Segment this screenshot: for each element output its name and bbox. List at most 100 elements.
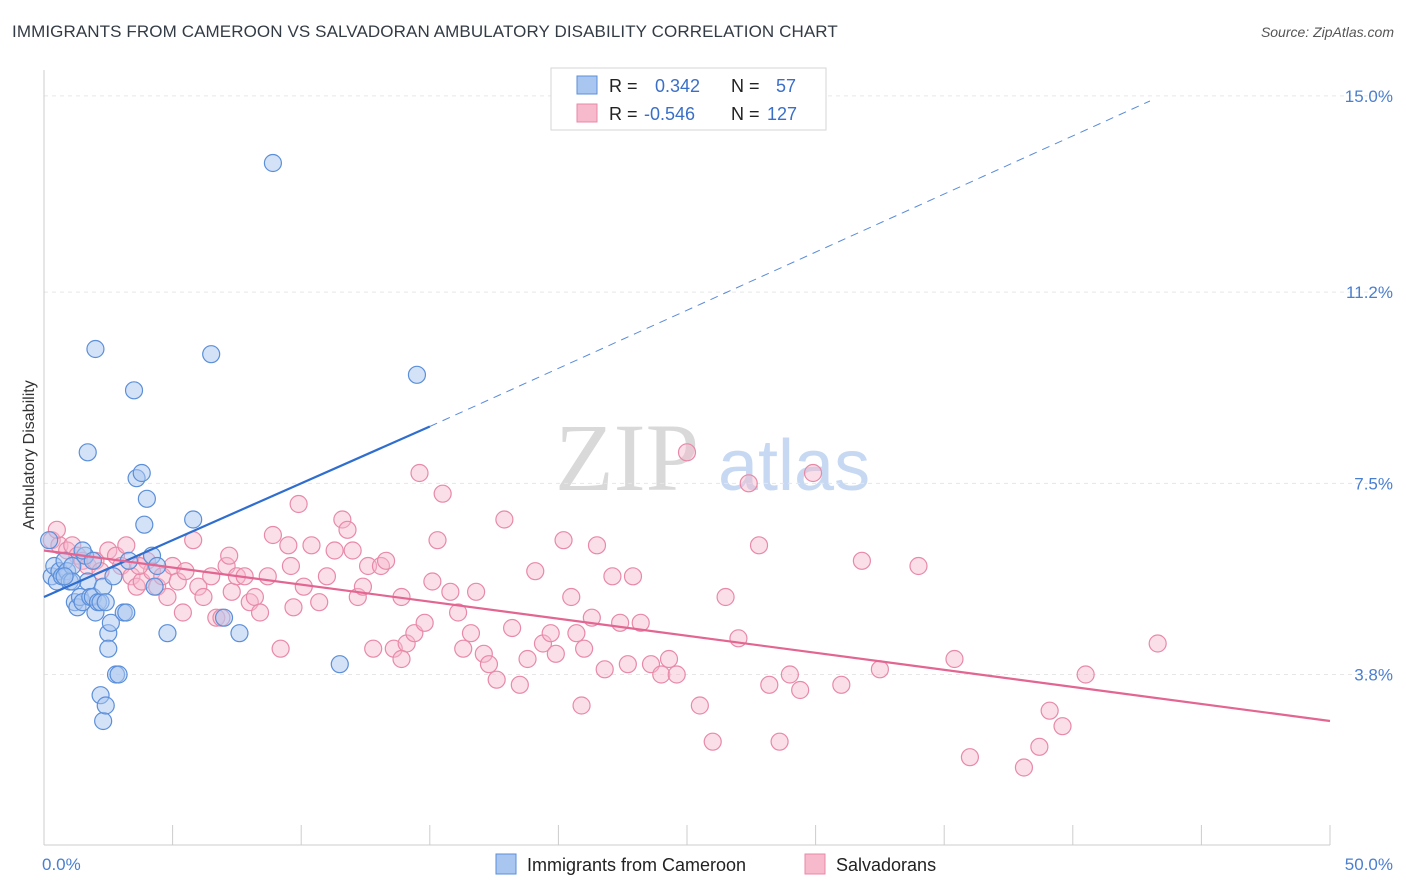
- y-tick-label-0: 3.8%: [1354, 666, 1393, 685]
- cameroon-point-46: [214, 608, 234, 627]
- salvadoran-point-64: [428, 531, 447, 550]
- salvadoran-point-88: [595, 660, 614, 679]
- salvadoran-point-113: [909, 556, 928, 576]
- y-tick-label-3: 15.0%: [1345, 87, 1393, 106]
- salvadoran-point-82: [554, 531, 573, 550]
- watermark-atlas: atlas: [718, 426, 870, 506]
- salvadoran-point-123: [392, 649, 411, 669]
- salvadoran-point-84: [567, 624, 586, 643]
- salvadoran-point-77: [518, 649, 537, 669]
- series-legend: Immigrants from Cameroon Salvadorans: [495, 853, 936, 875]
- cameroon-point-22: [96, 593, 115, 612]
- cameroon-point-48: [263, 153, 283, 173]
- salvadoran-point-62: [415, 613, 434, 632]
- salvadoran-point-101: [716, 587, 735, 607]
- salvadoran-point-121: [1148, 634, 1167, 653]
- salvadoran-point-112: [870, 660, 890, 679]
- salvadoran-point-14: [127, 577, 146, 596]
- legend-n-label-2: N =: [731, 104, 760, 124]
- salvadoran-point-120: [1076, 665, 1095, 684]
- salvadoran-point-72: [479, 655, 499, 674]
- salvadoran-point-75: [503, 618, 522, 638]
- salvadoran-point-42: [289, 494, 308, 514]
- salvadoran-point-110: [832, 675, 851, 694]
- salvadoran-point-49: [338, 520, 357, 539]
- bottom-legend-swatch-salvadorans: [804, 853, 826, 875]
- salvadoran-point-116: [1014, 758, 1034, 777]
- salvadoran-point-36: [250, 603, 270, 622]
- trend-line-salvadorans: [43, 549, 1331, 723]
- salvadoran-point-71: [474, 644, 493, 663]
- salvadoran-point-95: [652, 665, 671, 684]
- legend-r-value-1: 0.342: [655, 76, 700, 96]
- trend-line-cameroon-extension: [429, 100, 1151, 427]
- salvadoran-point-68: [454, 639, 473, 658]
- axes: [43, 70, 1331, 846]
- salvadoran-point-108: [791, 680, 810, 700]
- y-tick-labels: 3.8% 7.5% 11.2% 15.0%: [1345, 87, 1393, 685]
- trend-lines: [43, 100, 1331, 723]
- salvadoran-point-90: [611, 613, 630, 632]
- cameroon-point-39: [137, 489, 156, 508]
- cameroon-point-43: [158, 624, 177, 643]
- salvadoran-point-107: [780, 665, 799, 684]
- series-cameroon: [40, 153, 427, 731]
- salvadoran-point-105: [760, 675, 779, 694]
- salvadoran-point-85: [575, 639, 594, 658]
- salvadoran-point-69: [461, 624, 481, 643]
- salvadoran-point-97: [667, 665, 686, 684]
- salvadoran-point-53: [358, 556, 378, 576]
- gridlines: [44, 95, 1390, 675]
- cameroon-point-31: [94, 711, 113, 731]
- legend-swatch-salvadorans: [576, 103, 598, 123]
- bottom-legend-swatch-cameroon: [495, 853, 517, 875]
- salvadoran-point-106: [770, 732, 789, 751]
- salvadoran-point-41: [284, 598, 303, 617]
- salvadoran-point-98: [677, 443, 697, 462]
- cameroon-point-37: [132, 463, 151, 483]
- salvadoran-point-83: [562, 587, 581, 607]
- salvadoran-point-115: [960, 748, 980, 767]
- cameroon-point-52: [55, 567, 74, 586]
- salvadoran-point-31: [222, 582, 241, 601]
- salvadoran-point-65: [433, 484, 452, 503]
- salvadoran-point-55: [371, 556, 391, 576]
- legend-swatch-cameroon: [576, 75, 598, 95]
- salvadoran-point-26: [194, 587, 213, 607]
- salvadoran-point-73: [487, 670, 506, 689]
- legend-r-label-1: R =: [609, 76, 638, 96]
- salvadoran-point-50: [343, 541, 362, 560]
- salvadoran-point-81: [546, 644, 565, 663]
- salvadoran-point-96: [659, 649, 679, 669]
- salvadoran-point-118: [1040, 701, 1059, 720]
- salvadoran-point-92: [623, 567, 643, 586]
- cameroon-point-38: [135, 515, 154, 534]
- cameroon-point-35: [124, 381, 144, 400]
- salvadoran-point-74: [495, 510, 514, 529]
- salvadoran-point-99: [690, 696, 709, 715]
- salvadoran-point-56: [376, 551, 396, 570]
- salvadoran-point-61: [410, 463, 429, 483]
- salvadoran-point-39: [271, 639, 290, 658]
- salvadoran-point-89: [603, 567, 622, 586]
- salvadoran-point-124: [220, 546, 239, 565]
- x-tick-label-max: 50.0%: [1345, 855, 1393, 874]
- salvadoran-point-100: [703, 732, 722, 751]
- salvadoran-point-20: [158, 587, 177, 607]
- salvadoran-point-111: [852, 551, 871, 570]
- salvadoran-point-126: [281, 556, 301, 576]
- salvadoran-point-27: [202, 567, 221, 586]
- cameroon-point-45: [202, 345, 221, 364]
- legend-n-value-2: 127: [767, 104, 797, 124]
- salvadoran-point-35: [245, 587, 265, 607]
- salvadoran-point-46: [317, 567, 337, 586]
- legend-r-value-2: -0.546: [644, 104, 695, 124]
- salvadoran-point-44: [302, 536, 321, 555]
- cameroon-point-32: [96, 696, 115, 715]
- salvadoran-point-54: [364, 639, 383, 658]
- salvadoran-point-125: [173, 603, 192, 622]
- salvadoran-point-80: [541, 624, 560, 643]
- cameroon-point-0: [40, 531, 59, 550]
- salvadoran-point-38: [263, 525, 283, 545]
